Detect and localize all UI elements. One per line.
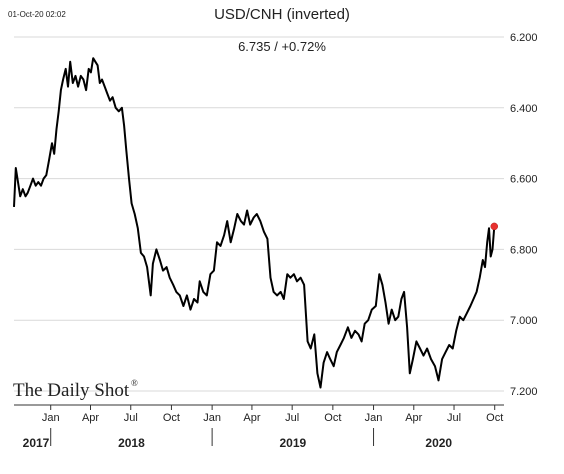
y-tick-label: 6.600 bbox=[510, 174, 538, 186]
y-tick-label: 7.000 bbox=[510, 315, 538, 327]
year-label: 2019 bbox=[279, 436, 306, 450]
x-tick-label: Jan bbox=[365, 412, 383, 424]
chart-title: USD/CNH (inverted) bbox=[214, 6, 350, 23]
x-tick-label: Apr bbox=[82, 412, 99, 424]
year-label: 2018 bbox=[118, 436, 145, 450]
x-tick-label: Apr bbox=[243, 412, 260, 424]
brand-text: The Daily Shot bbox=[13, 380, 130, 401]
x-tick-label: Oct bbox=[324, 412, 341, 424]
brand-registered-mark: ® bbox=[131, 378, 138, 388]
y-tick-label: 7.200 bbox=[510, 386, 538, 398]
x-tick-label: Apr bbox=[405, 412, 422, 424]
timestamp: 01-Oct-20 02:02 bbox=[8, 10, 66, 19]
y-tick-label: 6.800 bbox=[510, 244, 538, 256]
x-tick-label: Oct bbox=[163, 412, 180, 424]
last-value-change: 6.735 / +0.72% bbox=[238, 39, 326, 54]
year-label: 2020 bbox=[425, 436, 452, 450]
y-tick-label: 6.200 bbox=[510, 32, 538, 44]
x-axis-tick-labels: Jan Apr Jul Oct Jan Apr Jul Oct Jan Apr Jul Oct bbox=[42, 405, 503, 424]
x-tick-label: Jul bbox=[447, 412, 461, 424]
x-tick-label: Jul bbox=[285, 412, 299, 424]
y-axis-tick-labels: 6.200 6.400 6.600 6.800 7.000 7.200 bbox=[510, 32, 538, 398]
x-tick-label: Jul bbox=[124, 412, 138, 424]
last-point-marker bbox=[490, 222, 499, 231]
brand-logo: The Daily Shot ® bbox=[13, 378, 138, 401]
x-tick-label: Jan bbox=[42, 412, 60, 424]
gridlines bbox=[14, 36, 504, 392]
year-label: 2017 bbox=[23, 436, 50, 450]
y-tick-label: 6.400 bbox=[510, 103, 538, 115]
series-line bbox=[13, 57, 496, 389]
x-tick-label: Jan bbox=[203, 412, 221, 424]
series-usd-cnh bbox=[13, 57, 499, 389]
x-tick-label: Oct bbox=[486, 412, 503, 424]
year-labels: 2017 2018 2019 2020 bbox=[23, 428, 452, 450]
